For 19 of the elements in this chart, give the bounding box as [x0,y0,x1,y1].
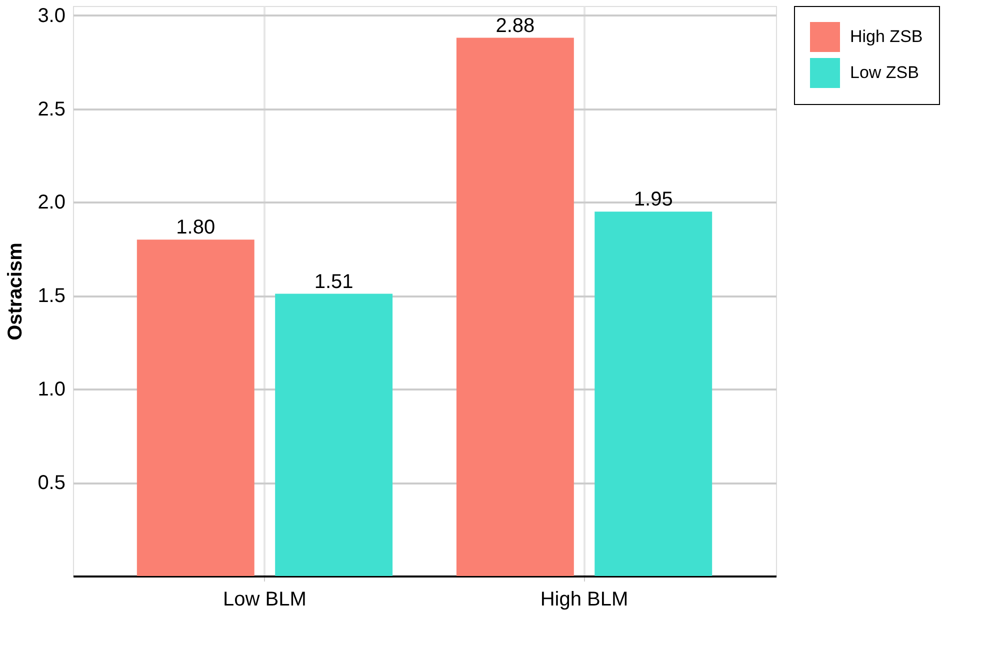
y-tick-label: 0.5 [38,472,66,494]
data-label: 2.88 [496,14,535,37]
x-tick-label: High BLM [540,588,628,610]
bar [594,212,712,576]
legend-label: High ZSB [850,27,923,46]
data-label: 1.80 [176,216,216,239]
bar [136,240,254,576]
y-axis-title: Ostracism [4,242,27,340]
y-tick-label: 1.0 [38,378,66,401]
data-label: 1.95 [634,188,673,211]
bar [275,294,393,576]
x-tick-label: Low BLM [223,588,306,610]
bar [456,38,574,576]
y-tick-label: 2.5 [38,98,66,120]
y-tick-label: 1.5 [38,285,66,308]
data-label: 1.51 [314,270,354,293]
y-tick-label: 3.0 [38,4,66,27]
legend-label: Low ZSB [850,63,919,82]
y-tick-label: 2.0 [38,192,66,214]
